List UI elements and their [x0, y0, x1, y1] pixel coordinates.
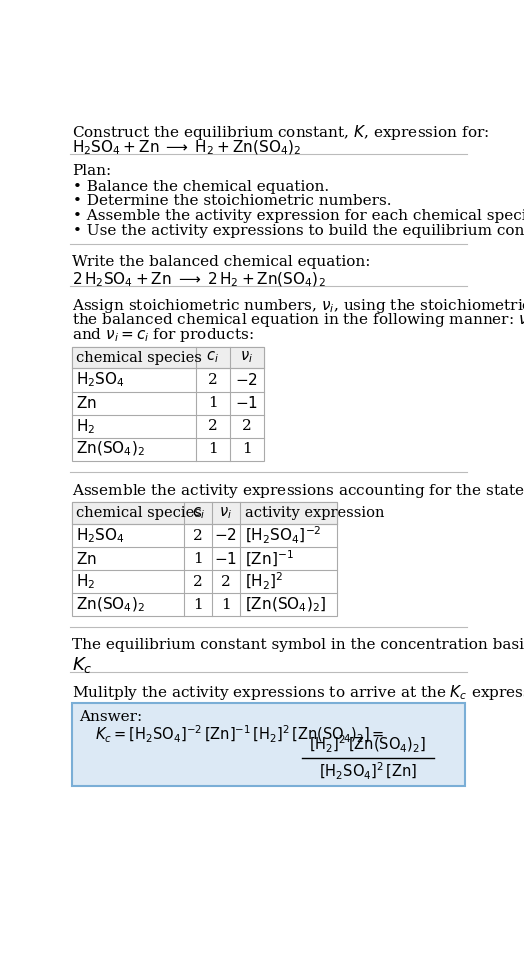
Text: Construct the equilibrium constant, $K$, expression for:: Construct the equilibrium constant, $K$,…	[72, 123, 489, 142]
Text: $[\mathrm{Zn(SO_4)_2}]$: $[\mathrm{Zn(SO_4)_2}]$	[245, 596, 326, 614]
Text: $K_c = [\mathrm{H_2SO_4}]^{-2}\,[\mathrm{Zn}]^{-1}\,[\mathrm{H_2}]^{2}\,[\mathrm: $K_c = [\mathrm{H_2SO_4}]^{-2}\,[\mathrm…	[95, 724, 385, 745]
Text: • Determine the stoichiometric numbers.: • Determine the stoichiometric numbers.	[73, 195, 392, 208]
Text: $[\mathrm{H_2}]^{2}$: $[\mathrm{H_2}]^{2}$	[245, 572, 283, 593]
Text: $\mathrm{H_2SO_4 + Zn \;\longrightarrow\; H_2 + Zn(SO_4)_2}$: $\mathrm{H_2SO_4 + Zn \;\longrightarrow\…	[72, 138, 301, 156]
Text: 2: 2	[193, 528, 203, 543]
Text: $c_i$: $c_i$	[206, 350, 219, 365]
Text: • Assemble the activity expression for each chemical species.: • Assemble the activity expression for e…	[73, 209, 524, 223]
Text: $\mathrm{Zn}$: $\mathrm{Zn}$	[77, 550, 97, 567]
Text: and $\nu_i = c_i$ for products:: and $\nu_i = c_i$ for products:	[72, 326, 254, 344]
Text: 2: 2	[242, 419, 252, 433]
Text: 1: 1	[193, 551, 203, 566]
Text: Assemble the activity expressions accounting for the state of matter and $\nu_i$: Assemble the activity expressions accoun…	[72, 482, 524, 501]
Text: Assign stoichiometric numbers, $\nu_i$, using the stoichiometric coefficients, $: Assign stoichiometric numbers, $\nu_i$, …	[72, 296, 524, 315]
Text: $\mathrm{H_2SO_4}$: $\mathrm{H_2SO_4}$	[77, 526, 125, 545]
Text: $\mathrm{H_2}$: $\mathrm{H_2}$	[77, 573, 96, 591]
Text: $[\mathrm{H_2SO_4}]^2\,[\mathrm{Zn}]$: $[\mathrm{H_2SO_4}]^2\,[\mathrm{Zn}]$	[319, 760, 417, 782]
Text: $\mathrm{2\,H_2SO_4 + Zn \;\longrightarrow\; 2\,H_2 + Zn(SO_4)_2}$: $\mathrm{2\,H_2SO_4 + Zn \;\longrightarr…	[72, 270, 325, 289]
Bar	[72, 347, 264, 461]
Text: the balanced chemical equation in the following manner: $\nu_i = -c_i$ for react: the balanced chemical equation in the fo…	[72, 312, 524, 330]
Text: $[\mathrm{H_2}]^2\,[\mathrm{Zn(SO_4)_2}]$: $[\mathrm{H_2}]^2\,[\mathrm{Zn(SO_4)_2}]…	[309, 735, 426, 756]
Text: 1: 1	[208, 396, 217, 410]
Text: chemical species: chemical species	[77, 506, 202, 520]
Text: Mulitply the activity expressions to arrive at the $K_c$ expression:: Mulitply the activity expressions to arr…	[72, 683, 524, 702]
Text: 2: 2	[208, 373, 217, 387]
Text: $\nu_i$: $\nu_i$	[241, 350, 253, 365]
Text: $c_i$: $c_i$	[192, 505, 204, 521]
Text: $-2$: $-2$	[235, 372, 258, 388]
Text: 2: 2	[208, 419, 217, 433]
Text: $[\mathrm{H_2SO_4}]^{-2}$: $[\mathrm{H_2SO_4}]^{-2}$	[245, 525, 321, 546]
Text: $-1$: $-1$	[214, 550, 237, 567]
Text: $-1$: $-1$	[235, 395, 258, 411]
Text: 2: 2	[221, 574, 231, 589]
Text: Answer:: Answer:	[80, 711, 143, 724]
Text: • Use the activity expressions to build the equilibrium constant expression.: • Use the activity expressions to build …	[73, 223, 524, 238]
Text: Write the balanced chemical equation:: Write the balanced chemical equation:	[72, 255, 370, 269]
Text: $K_c$: $K_c$	[72, 655, 92, 675]
Text: $\nu_i$: $\nu_i$	[220, 505, 233, 521]
Text: The equilibrium constant symbol in the concentration basis is:: The equilibrium constant symbol in the c…	[72, 638, 524, 652]
Text: 1: 1	[208, 442, 217, 456]
Text: $\mathrm{Zn(SO_4)_2}$: $\mathrm{Zn(SO_4)_2}$	[77, 440, 145, 458]
Text: $\mathrm{Zn}$: $\mathrm{Zn}$	[77, 395, 97, 411]
Text: 1: 1	[242, 442, 252, 456]
Text: activity expression: activity expression	[245, 506, 384, 520]
Bar	[72, 703, 465, 785]
Text: $\mathrm{H_2SO_4}$: $\mathrm{H_2SO_4}$	[77, 370, 125, 389]
Bar	[72, 347, 264, 368]
Text: 2: 2	[193, 574, 203, 589]
Text: 1: 1	[221, 597, 231, 612]
Text: chemical species: chemical species	[77, 351, 202, 364]
Bar	[72, 503, 337, 617]
Bar	[72, 503, 337, 524]
Text: $[\mathrm{Zn}]^{-1}$: $[\mathrm{Zn}]^{-1}$	[245, 549, 293, 569]
Text: $\mathrm{H_2}$: $\mathrm{H_2}$	[77, 417, 96, 435]
Text: $\mathrm{Zn(SO_4)_2}$: $\mathrm{Zn(SO_4)_2}$	[77, 596, 145, 614]
Text: $-2$: $-2$	[214, 527, 237, 544]
Text: Plan:: Plan:	[72, 164, 111, 178]
Text: • Balance the chemical equation.: • Balance the chemical equation.	[73, 179, 330, 194]
Text: 1: 1	[193, 597, 203, 612]
